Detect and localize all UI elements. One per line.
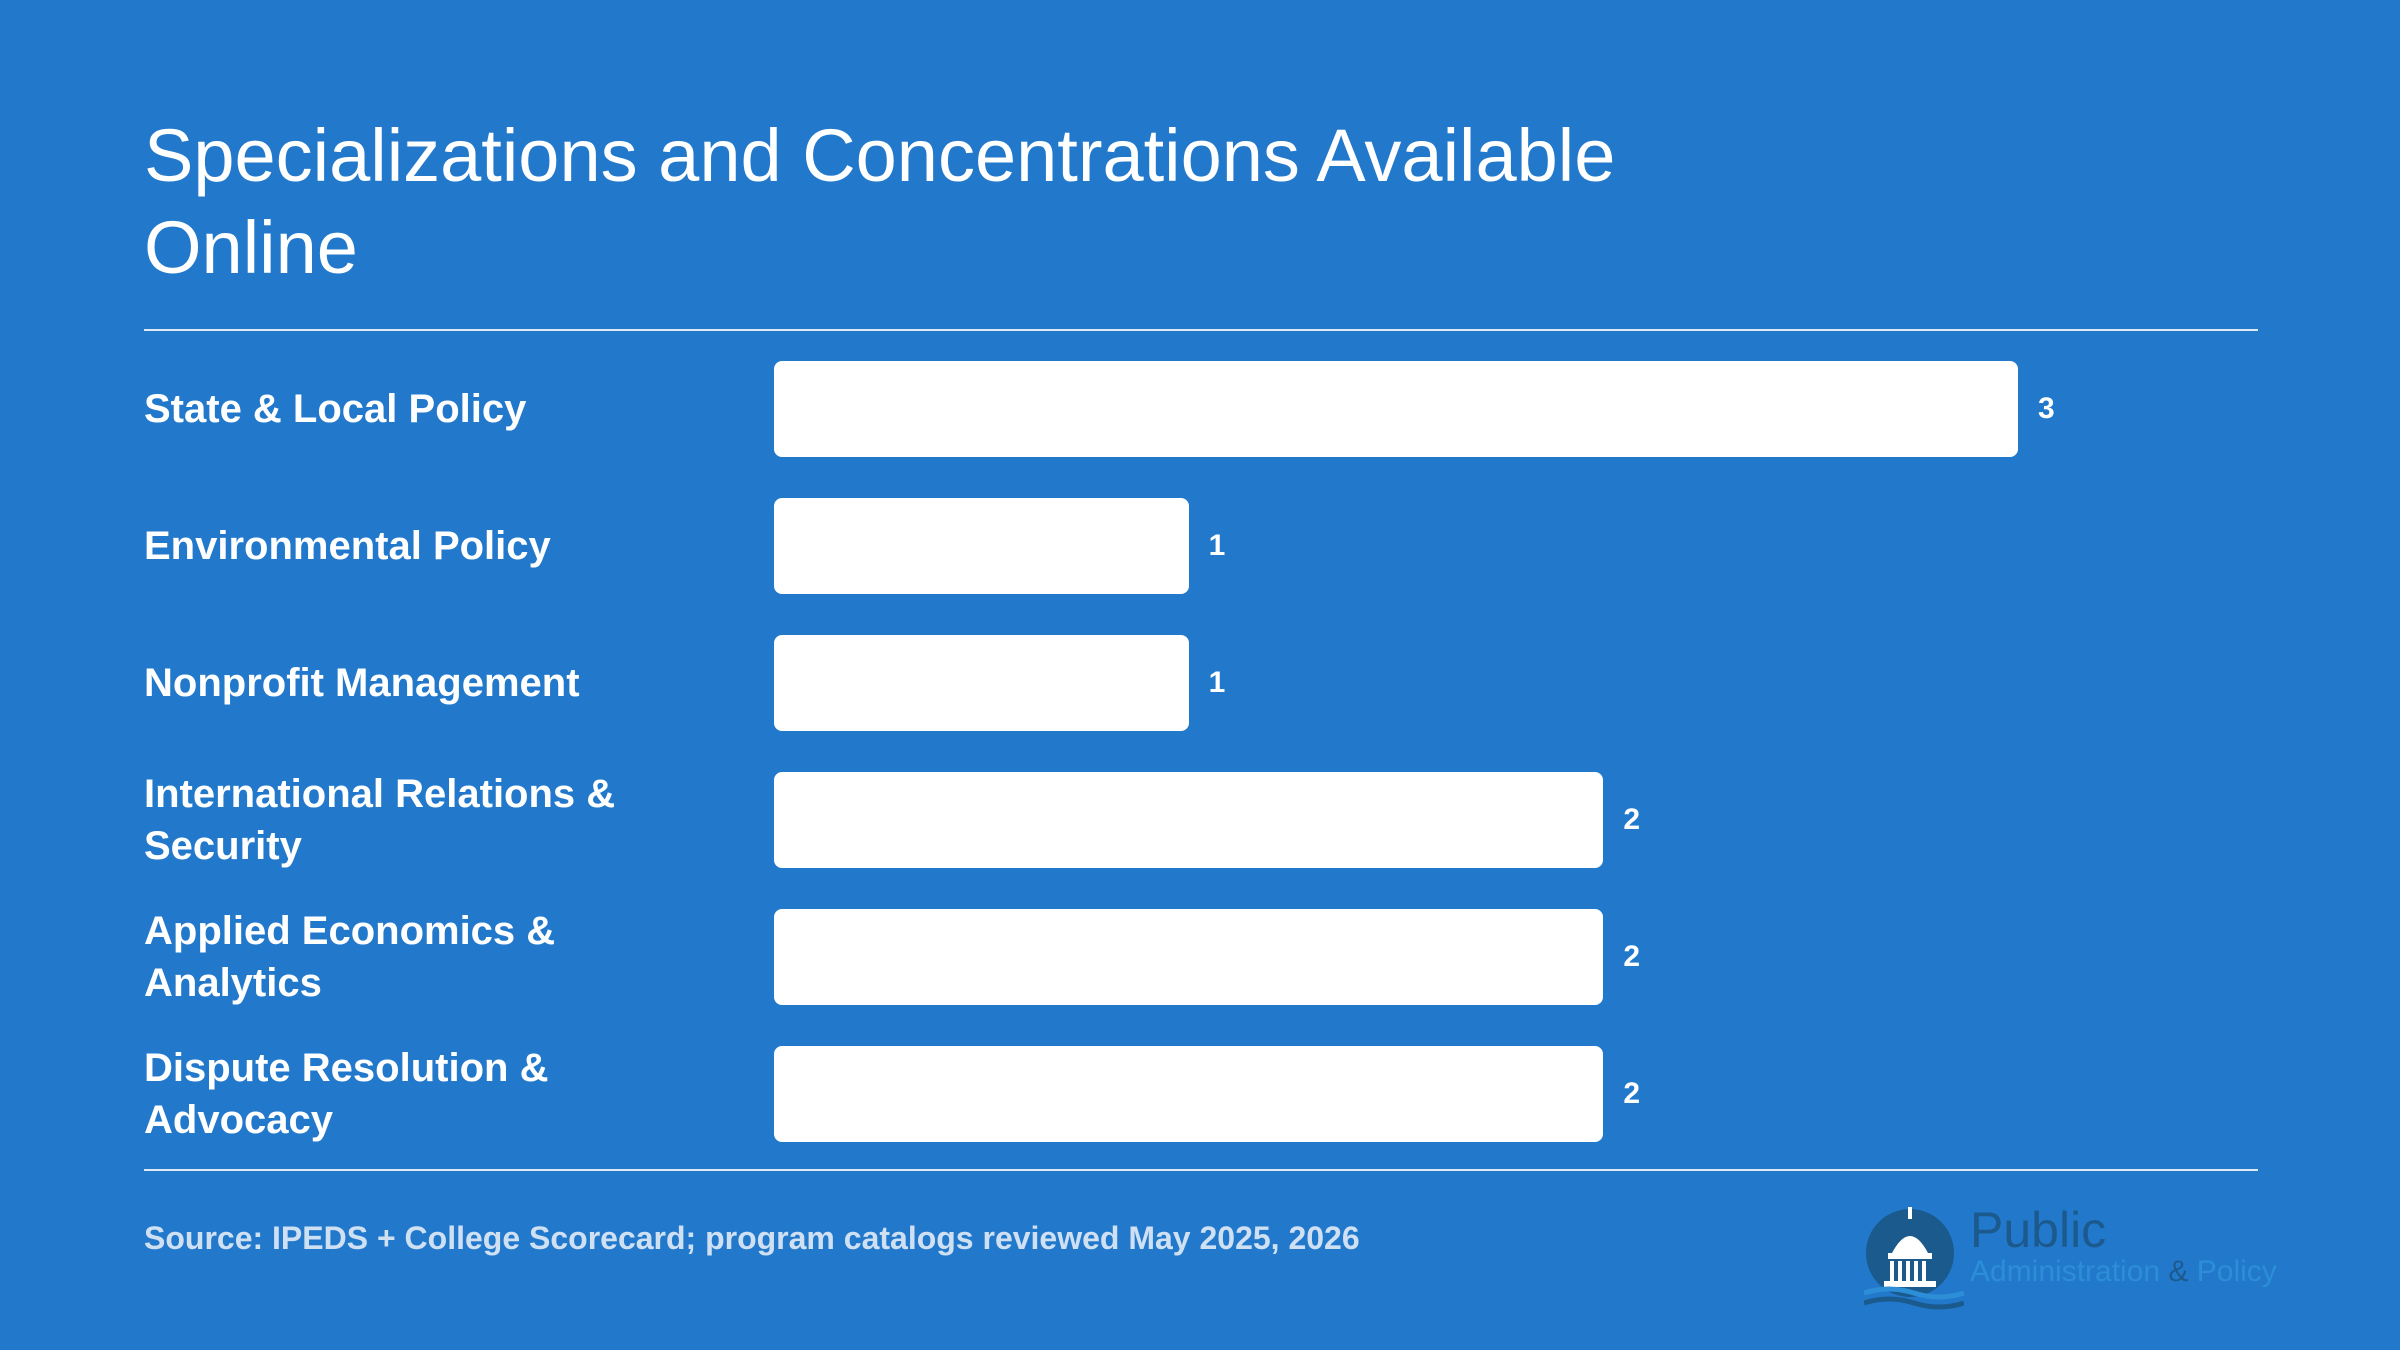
bar bbox=[774, 498, 1189, 594]
category-label: Environmental Policy bbox=[144, 524, 551, 568]
category-label: International Relations & Security bbox=[144, 772, 616, 868]
bar bbox=[774, 635, 1189, 731]
value-label: 2 bbox=[1623, 1077, 1641, 1110]
brand-logo: Public Administration & Policy bbox=[1863, 1202, 2277, 1315]
value-label: 3 bbox=[2038, 392, 2055, 425]
category-label: Applied Economics & Analytics bbox=[144, 909, 556, 1005]
bar bbox=[774, 361, 2018, 457]
value-label: 1 bbox=[1208, 529, 1226, 562]
bar bbox=[774, 1046, 1604, 1142]
logo-text-main: Public bbox=[1970, 1202, 2107, 1258]
logo-text-sub-amp: & bbox=[2168, 1255, 2189, 1288]
category-label: Dispute Resolution & Advocacy bbox=[144, 1046, 549, 1142]
value-label: 2 bbox=[1623, 803, 1641, 836]
category-label: State & Local Policy bbox=[144, 387, 527, 431]
value-label: 1 bbox=[1208, 666, 1226, 699]
top-divider bbox=[144, 329, 2258, 331]
source-note: Source: IPEDS + College Scorecard; progr… bbox=[144, 1220, 1360, 1256]
capitol-dome-icon bbox=[1863, 1207, 1965, 1310]
bottom-divider bbox=[144, 1169, 2258, 1171]
logo-text-sub: Administration & Policy bbox=[1970, 1255, 2277, 1289]
category-label: Nonprofit Management bbox=[144, 661, 580, 705]
bar bbox=[774, 772, 1604, 868]
logo-text-sub-1: Administration bbox=[1970, 1255, 2161, 1288]
value-label: 2 bbox=[1623, 940, 1641, 973]
chart-title: Specializations and Concentrations Avail… bbox=[144, 114, 1616, 289]
logo-text-sub-2: Policy bbox=[2196, 1255, 2277, 1288]
bar bbox=[774, 909, 1604, 1005]
